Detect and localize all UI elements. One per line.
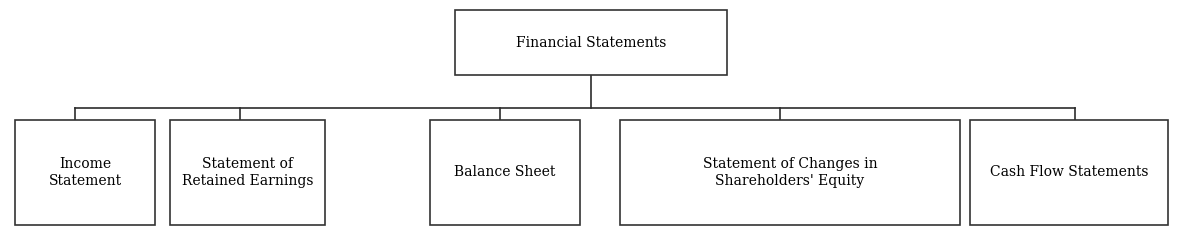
FancyBboxPatch shape: [620, 120, 959, 225]
FancyBboxPatch shape: [170, 120, 325, 225]
FancyBboxPatch shape: [429, 120, 580, 225]
FancyBboxPatch shape: [455, 10, 728, 75]
Text: Statement of
Retained Earnings: Statement of Retained Earnings: [182, 157, 313, 188]
Text: Statement of Changes in
Shareholders' Equity: Statement of Changes in Shareholders' Eq…: [703, 157, 878, 188]
FancyBboxPatch shape: [15, 120, 155, 225]
Text: Cash Flow Statements: Cash Flow Statements: [990, 166, 1149, 180]
Text: Financial Statements: Financial Statements: [516, 36, 666, 49]
Text: Balance Sheet: Balance Sheet: [454, 166, 556, 180]
Text: Income
Statement: Income Statement: [49, 157, 122, 188]
FancyBboxPatch shape: [970, 120, 1168, 225]
